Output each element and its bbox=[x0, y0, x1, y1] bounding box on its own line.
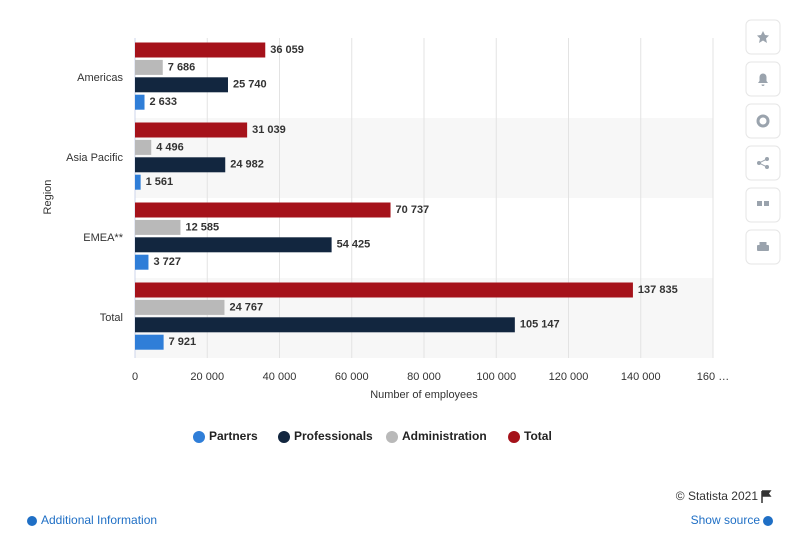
bar bbox=[135, 299, 225, 315]
bar bbox=[135, 202, 391, 218]
value-label: 1 561 bbox=[146, 176, 174, 188]
x-tick-label: 140 000 bbox=[621, 371, 661, 383]
x-tick-label: 0 bbox=[132, 371, 138, 383]
x-tick-label: 60 000 bbox=[335, 371, 369, 383]
y-tick-label: Americas bbox=[77, 72, 123, 84]
x-tick-label: 160 … bbox=[697, 371, 729, 383]
bar bbox=[135, 254, 149, 270]
y-tick-label: Asia Pacific bbox=[66, 152, 123, 164]
legend-label: Total bbox=[524, 429, 552, 443]
x-axis-title: Number of employees bbox=[370, 389, 478, 401]
cite-button[interactable] bbox=[745, 187, 781, 223]
legend-label: Partners bbox=[209, 429, 258, 443]
bar bbox=[135, 122, 248, 138]
legend-item[interactable]: Professionals bbox=[278, 429, 373, 443]
value-label: 3 727 bbox=[153, 256, 181, 268]
quote-icon bbox=[757, 201, 769, 206]
credit: © Statista 2021 bbox=[676, 489, 759, 503]
legend-label: Professionals bbox=[294, 429, 373, 443]
value-label: 105 147 bbox=[520, 319, 560, 331]
info-icon bbox=[763, 516, 773, 526]
bar bbox=[135, 334, 164, 350]
bar bbox=[135, 174, 141, 190]
x-tick-label: 100 000 bbox=[476, 371, 516, 383]
value-label: 7 921 bbox=[169, 336, 197, 348]
value-label: 137 835 bbox=[638, 284, 678, 296]
print-icon bbox=[757, 242, 769, 251]
toolbar bbox=[745, 19, 781, 265]
value-label: 12 585 bbox=[185, 221, 219, 233]
plot: 0 20 000 40 000 60 000 80 000 100 000 120 000 1… bbox=[66, 38, 729, 383]
bar bbox=[135, 317, 515, 333]
value-label: 25 740 bbox=[233, 79, 267, 91]
x-tick-label: 20 000 bbox=[190, 371, 224, 383]
value-label: 54 425 bbox=[337, 239, 371, 251]
y-tick-label: EMEA** bbox=[83, 232, 123, 244]
value-label: 24 767 bbox=[229, 301, 263, 313]
star-icon bbox=[757, 31, 769, 43]
share-icon bbox=[757, 157, 769, 169]
bar bbox=[135, 77, 228, 93]
value-label: 31 039 bbox=[252, 124, 286, 136]
value-label: 7 686 bbox=[168, 61, 196, 73]
value-label: 4 496 bbox=[156, 141, 184, 153]
legend-marker bbox=[386, 431, 398, 443]
settings-button[interactable] bbox=[745, 103, 781, 139]
bar bbox=[135, 282, 633, 298]
legend-marker bbox=[508, 431, 520, 443]
bar bbox=[135, 237, 332, 253]
flag-icon bbox=[761, 490, 772, 503]
value-label: 36 059 bbox=[270, 44, 304, 56]
x-tick-label: 40 000 bbox=[263, 371, 297, 383]
legend-label: Administration bbox=[402, 429, 487, 443]
share-button[interactable] bbox=[745, 145, 781, 181]
bar bbox=[135, 94, 145, 110]
x-tick-label: 120 000 bbox=[549, 371, 589, 383]
legend-marker bbox=[193, 431, 205, 443]
bar bbox=[135, 42, 266, 58]
bell-icon bbox=[758, 73, 768, 86]
gear-icon bbox=[756, 114, 770, 128]
bar bbox=[135, 157, 226, 173]
show-source-link[interactable]: Show source bbox=[691, 513, 761, 527]
info-icon bbox=[27, 516, 37, 526]
bar bbox=[135, 219, 181, 235]
legend-item[interactable]: Partners bbox=[193, 429, 258, 443]
legend-item[interactable]: Administration bbox=[386, 429, 487, 443]
value-label: 2 633 bbox=[150, 96, 178, 108]
bar bbox=[135, 59, 163, 75]
y-axis-title: Region bbox=[42, 180, 54, 215]
legend-marker bbox=[278, 431, 290, 443]
legend-item[interactable]: Total bbox=[508, 429, 552, 443]
value-label: 24 982 bbox=[230, 159, 264, 171]
additional-info-link[interactable]: Additional Information bbox=[41, 513, 157, 527]
y-tick-label: Total bbox=[100, 312, 123, 324]
bar bbox=[135, 139, 152, 155]
x-tick-label: 80 000 bbox=[407, 371, 441, 383]
value-label: 70 737 bbox=[396, 204, 430, 216]
